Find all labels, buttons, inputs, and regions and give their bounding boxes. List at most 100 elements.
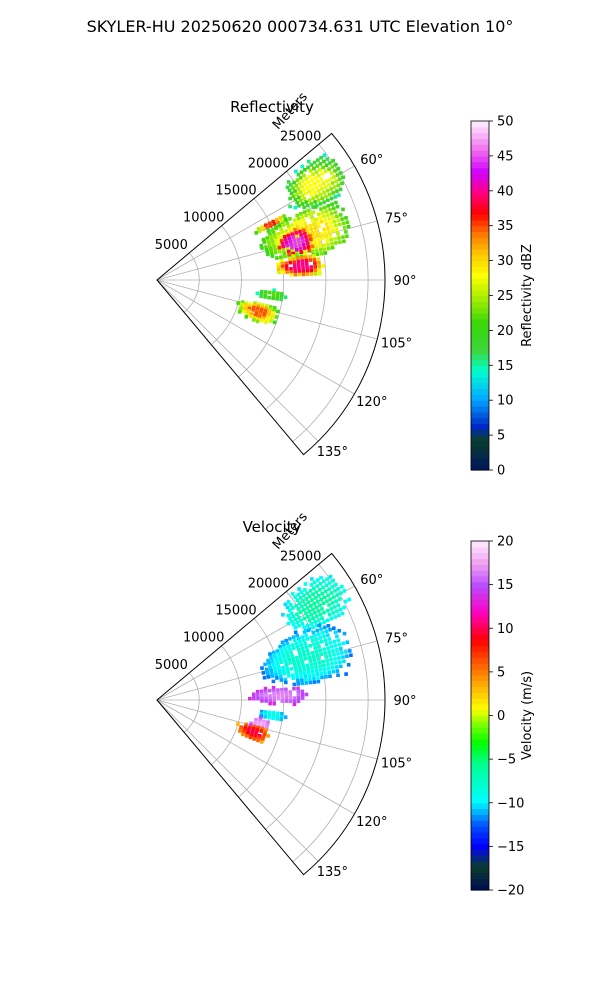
echo-gate [286, 180, 291, 184]
echo-gate [293, 617, 298, 622]
echo-gate [313, 205, 318, 209]
colorbar-segment [471, 260, 489, 268]
echo-gate [280, 650, 285, 655]
echo-gate [288, 204, 292, 209]
echo-gate [316, 679, 321, 684]
echo-gate [278, 669, 282, 674]
echo-gate [328, 674, 332, 679]
echo-gate [309, 604, 313, 608]
echo-gate [297, 587, 301, 591]
echo-gate [322, 200, 326, 204]
echo-gate [296, 592, 301, 597]
echo-gate [320, 607, 324, 611]
colorbar-segment [471, 394, 489, 401]
echo-gate [256, 304, 261, 309]
echo-gate [314, 229, 319, 234]
echo-gate [324, 655, 328, 659]
echo-gate [274, 236, 278, 240]
echo-gate [321, 264, 326, 268]
echo-gate [341, 175, 346, 179]
colorbar-segment [471, 254, 489, 262]
colorbar-segment [471, 750, 489, 757]
echo-gate [310, 244, 315, 249]
echo-gate [331, 158, 335, 163]
echo-gate [294, 221, 299, 226]
echo-gate [268, 699, 272, 703]
figure-suptitle: SKYLER-HU 20250620 000734.631 UTC Elevat… [87, 17, 514, 36]
echo-gate [340, 181, 344, 186]
echo-gate [325, 577, 329, 581]
echo-gate [281, 666, 285, 670]
echo-gate [265, 722, 270, 727]
colorbar-segment [471, 440, 489, 448]
echo-gate [276, 664, 281, 668]
echo-gate [319, 219, 324, 224]
echo-gate [329, 616, 334, 621]
colorbar-segment [471, 616, 489, 624]
echo-gate [289, 667, 294, 671]
echo-gate [290, 653, 294, 658]
colorbar-segment [471, 727, 489, 734]
echo-gate [317, 660, 322, 665]
echo-gate [326, 646, 330, 650]
echo-gate [289, 611, 294, 616]
echo-gate [296, 187, 301, 191]
echo-gate [333, 630, 338, 634]
colorbar-segment [471, 604, 489, 612]
echo-gate [342, 659, 346, 664]
echo-gate [253, 734, 257, 739]
echo-gate [256, 694, 260, 699]
echo-gate [291, 673, 295, 677]
echo-gate [303, 641, 307, 646]
echo-gate [270, 228, 275, 232]
echo-gate [279, 294, 284, 299]
echo-gate [327, 666, 331, 671]
echo-gate [299, 212, 303, 216]
echo-gate [302, 593, 306, 598]
echo-gate [271, 650, 276, 655]
colorbar-segment [471, 674, 489, 682]
echo-gate [283, 295, 288, 299]
echo-gate [314, 665, 318, 669]
echo-gate [295, 672, 299, 677]
colorbar-segment [471, 680, 489, 688]
echo-gate [296, 648, 301, 652]
echo-gate [332, 175, 336, 179]
echo-gate [260, 694, 264, 698]
echo-gate [271, 293, 276, 298]
echo-gate [238, 308, 243, 312]
echo-gate [316, 221, 320, 225]
echo-gate [260, 696, 264, 701]
echo-gate [264, 306, 268, 311]
echo-gate [342, 239, 346, 244]
echo-gate [258, 229, 262, 233]
echo-gate [315, 164, 319, 168]
echo-gate [304, 677, 308, 682]
colorbar-segment [471, 668, 489, 676]
echo-gate [281, 244, 286, 249]
echo-gate [302, 653, 307, 657]
echo-gate [271, 660, 275, 664]
colorbar-segment [471, 365, 489, 372]
echo-gate [328, 581, 332, 585]
echo-gate [238, 729, 242, 733]
echo-gate [297, 195, 301, 200]
echo-gate [319, 207, 323, 211]
echo-gate [310, 639, 315, 643]
echo-gate [334, 665, 339, 669]
echo-gate [304, 200, 308, 204]
echo-gate [252, 303, 257, 308]
colorbar-segment [471, 464, 489, 471]
echo-gate [266, 675, 271, 679]
echo-gate [272, 245, 277, 249]
echo-gate [318, 183, 322, 187]
echo-gate [323, 218, 328, 223]
echo-gate [272, 320, 277, 325]
echo-gate [299, 250, 304, 254]
echo-gate [299, 170, 304, 174]
echo-gate [246, 308, 251, 313]
echo-gate [329, 171, 334, 175]
echo-gate [299, 643, 304, 647]
echo-gate [273, 225, 278, 229]
echo-gate [308, 680, 313, 685]
